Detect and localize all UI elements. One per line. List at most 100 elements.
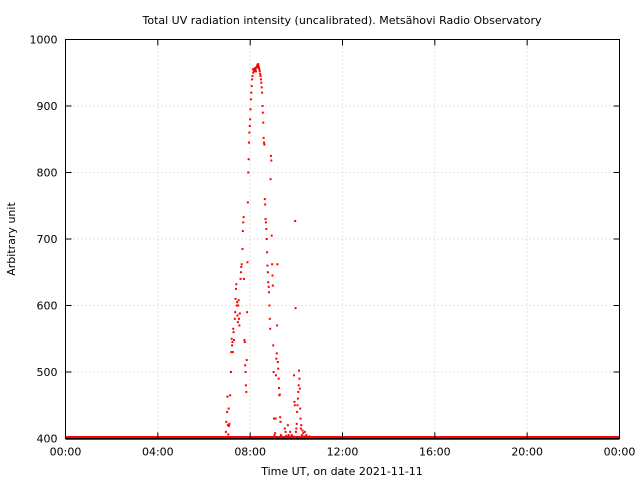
data-point	[286, 424, 289, 427]
data-point	[279, 416, 282, 419]
data-point	[308, 435, 311, 438]
data-point	[276, 361, 279, 364]
data-point	[243, 341, 246, 344]
x-tick-label: 20:00	[511, 446, 543, 459]
data-point	[238, 317, 241, 320]
data-point	[271, 263, 274, 266]
data-point	[260, 81, 263, 84]
data-point	[240, 263, 243, 266]
data-point	[298, 377, 301, 380]
data-point	[241, 247, 244, 250]
y-tick-label: 900	[37, 100, 58, 113]
data-point	[271, 274, 274, 277]
data-point	[296, 397, 299, 400]
data-point	[275, 357, 278, 360]
data-point	[233, 317, 236, 320]
data-point	[271, 284, 274, 287]
data-point	[224, 430, 227, 433]
data-point	[294, 430, 297, 433]
data-point	[276, 263, 279, 266]
data-point	[264, 221, 267, 224]
x-tick-label: 08:00	[234, 446, 266, 459]
y-tick-label: 600	[37, 300, 58, 313]
data-point	[225, 420, 228, 423]
data-point	[238, 312, 241, 315]
data-point	[239, 277, 242, 280]
data-point	[250, 85, 253, 88]
data-point	[289, 436, 292, 439]
data-point	[237, 304, 240, 307]
data-point	[259, 75, 262, 78]
data-point	[244, 384, 247, 387]
data-point	[258, 67, 261, 70]
data-point	[275, 352, 278, 355]
data-point	[259, 73, 262, 76]
data-point	[259, 78, 262, 81]
data-point	[248, 141, 251, 144]
axis-ticks	[65, 39, 620, 439]
grid-lines	[65, 39, 620, 439]
data-point	[232, 331, 235, 334]
data-point	[233, 339, 236, 342]
data-point	[229, 371, 232, 373]
data-point	[263, 198, 266, 201]
data-point	[312, 436, 315, 439]
data-point	[226, 395, 229, 398]
data-point	[283, 427, 286, 430]
data-point	[260, 86, 263, 89]
data-point	[263, 143, 266, 146]
data-point	[257, 65, 260, 68]
data-point	[297, 390, 300, 393]
data-point	[258, 68, 261, 71]
data-point	[236, 301, 239, 304]
data-point	[303, 430, 306, 433]
y-tick-label: 700	[37, 233, 58, 246]
data-point	[274, 417, 277, 420]
data-point	[252, 71, 255, 74]
x-tick-label: 00:00	[50, 446, 82, 459]
data-point	[254, 68, 257, 71]
data-point	[294, 220, 297, 223]
data-point	[304, 436, 307, 439]
data-point	[293, 400, 296, 403]
data-point	[293, 404, 296, 407]
data-point	[302, 432, 305, 435]
data-point	[256, 66, 259, 69]
data-point	[234, 297, 237, 300]
data-point	[249, 108, 252, 111]
data-point	[242, 216, 245, 219]
data-point	[291, 436, 294, 439]
data-point	[301, 429, 304, 432]
data-point	[268, 291, 271, 294]
data-point	[232, 327, 235, 330]
data-point	[228, 424, 231, 427]
data-point	[224, 436, 227, 439]
data-point	[231, 344, 234, 347]
data-point	[251, 75, 254, 78]
data-point	[277, 367, 280, 370]
data-point	[296, 404, 299, 407]
x-tick-label: 12:00	[327, 446, 359, 459]
data-point	[246, 201, 249, 204]
data-point	[267, 281, 270, 284]
data-point	[299, 417, 302, 420]
data-point	[293, 374, 296, 377]
data-point	[227, 433, 230, 436]
y-axis-label: Arbitrary unit	[5, 202, 18, 276]
data-point	[230, 337, 233, 340]
data-point	[248, 131, 251, 134]
data-point	[234, 287, 237, 290]
data-point	[284, 430, 287, 433]
data-point	[261, 105, 264, 107]
data-point	[270, 234, 273, 237]
data-point	[298, 369, 301, 372]
data-point	[229, 394, 232, 397]
data-point	[250, 91, 253, 94]
data-point	[276, 324, 279, 327]
data-point	[266, 264, 269, 267]
x-tick-label: 16:00	[419, 446, 451, 459]
data-point	[249, 118, 252, 121]
data-point	[274, 432, 277, 435]
data-point	[253, 70, 256, 73]
chart-title: Total UV radiation intensity (uncalibrat…	[142, 14, 542, 27]
